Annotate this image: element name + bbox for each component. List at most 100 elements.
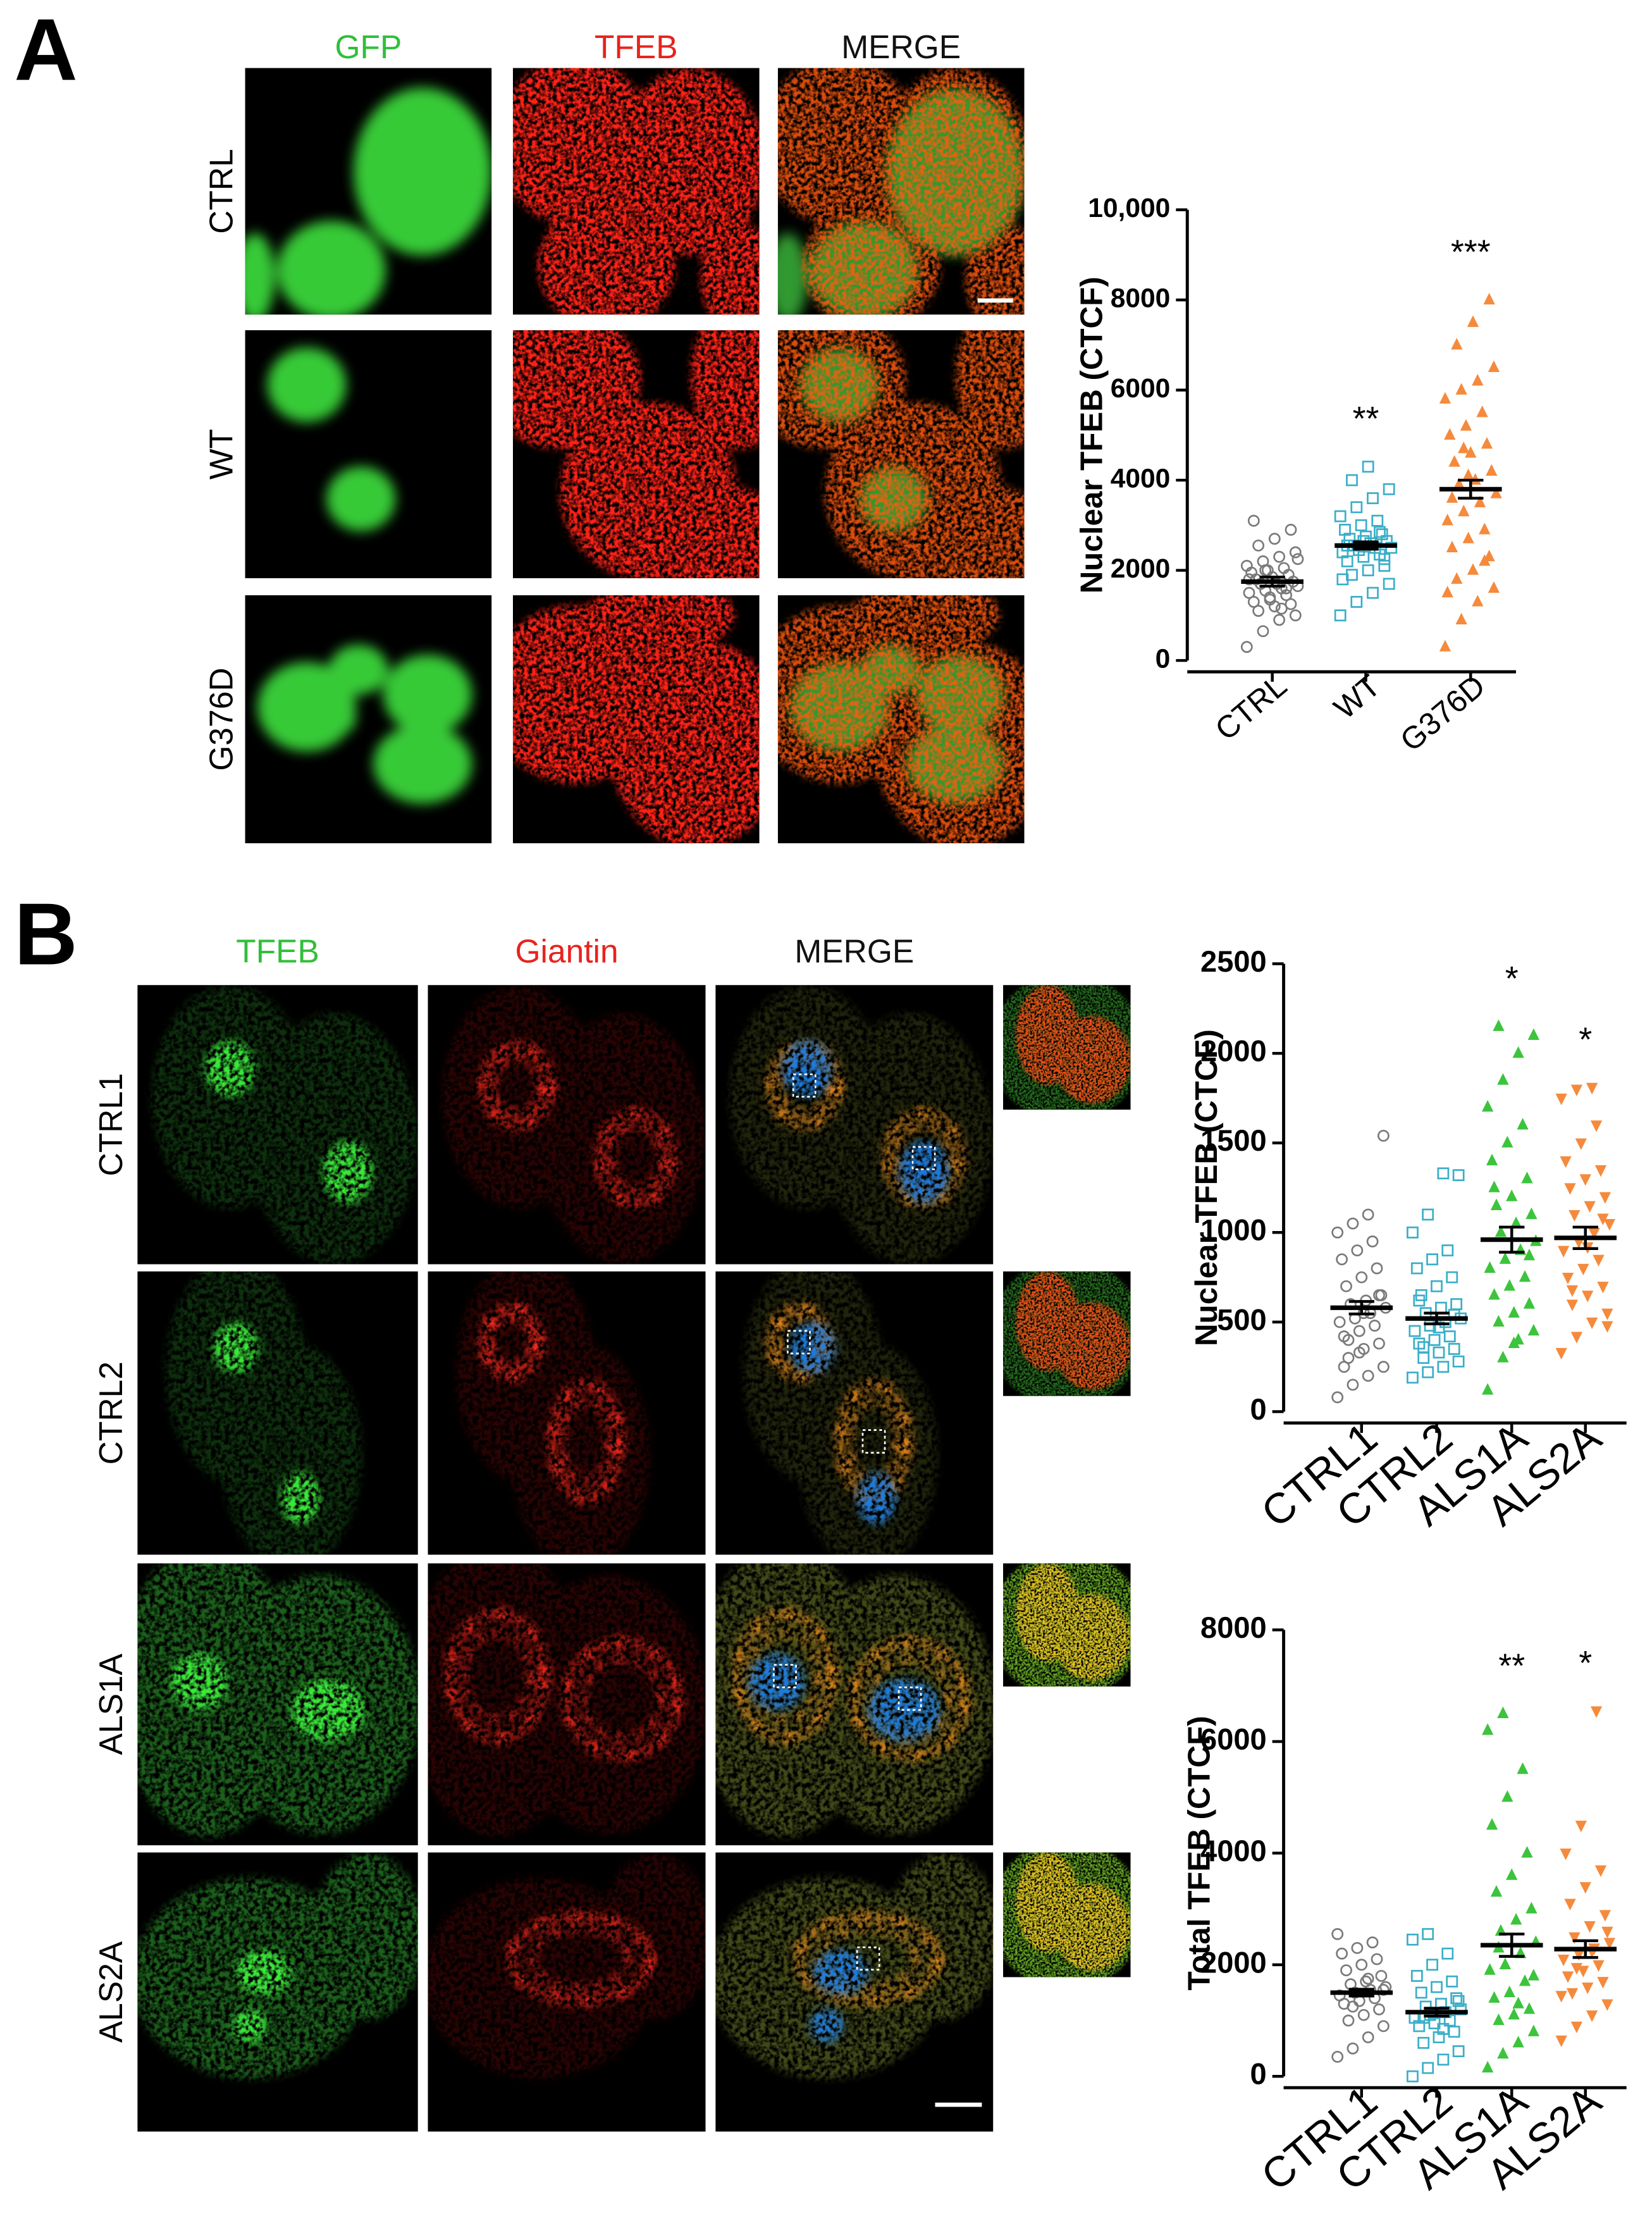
column-header: GFP [335, 28, 402, 65]
signal [1016, 985, 1131, 1104]
data-point [1451, 572, 1463, 584]
row-label: CTRL2 [92, 1361, 129, 1464]
signal-blob [511, 1342, 650, 1555]
data-point [1378, 560, 1391, 572]
signal-blob [955, 330, 1025, 450]
data-point [1506, 1189, 1518, 1201]
data-point [1448, 1342, 1460, 1355]
data-point [1410, 1970, 1423, 1982]
point-group [1331, 1928, 1392, 2063]
data-point [1455, 2003, 1467, 2015]
data-point [1378, 553, 1391, 566]
data-point [1519, 1974, 1531, 1986]
data-point [1599, 1192, 1612, 1204]
micrograph [1003, 1271, 1131, 1396]
data-point [1483, 550, 1495, 562]
data-point [1407, 2070, 1419, 2083]
data-point [1367, 492, 1379, 504]
signal-blob [799, 1342, 938, 1555]
data-point [1517, 1762, 1529, 1774]
data-point [1357, 2008, 1370, 2021]
data-point [1526, 1207, 1538, 1220]
data-point [1336, 573, 1349, 586]
data-point [1575, 1821, 1587, 1833]
signal-blob [873, 640, 1025, 844]
golgi-ring [561, 1637, 684, 1761]
signal-blob [221, 1342, 362, 1555]
data-point [1331, 1226, 1344, 1239]
golgi-ring [490, 1055, 544, 1117]
data-point [1490, 486, 1502, 498]
data-point [1493, 2013, 1505, 2026]
data-point [1484, 1261, 1496, 1273]
signal-blob [668, 486, 760, 579]
data-point [1594, 1165, 1607, 1177]
data-point [1383, 578, 1395, 590]
data-point [1446, 540, 1458, 553]
y-tick-label: 6000 [1111, 373, 1171, 404]
data-point [1601, 1321, 1613, 1333]
data-point [1417, 1341, 1430, 1353]
data-point [1355, 519, 1367, 531]
signal-blob [851, 595, 1000, 653]
data-point [1527, 1323, 1539, 1336]
column-header: TFEB [236, 932, 319, 969]
golgi-ring [793, 1910, 944, 2007]
data-point [1407, 1933, 1419, 1946]
data-point [1555, 1991, 1567, 2003]
signal-blob [790, 1322, 835, 1374]
data-point [1366, 1936, 1379, 1948]
data-point [1579, 1174, 1591, 1186]
data-point [1521, 1172, 1533, 1184]
data-point [1444, 428, 1456, 440]
data-point [1597, 1213, 1609, 1225]
micrograph [428, 1563, 706, 1846]
signal-blob [373, 724, 472, 804]
data-point [1347, 1217, 1359, 1230]
golgi [444, 1608, 684, 1761]
data-point [1508, 1306, 1520, 1318]
data-point [1252, 605, 1265, 617]
signal-blob [881, 68, 1025, 256]
data-point [1240, 560, 1253, 572]
data-point [1555, 2035, 1567, 2048]
signal-blob [280, 1472, 320, 1524]
data-point [1240, 641, 1253, 653]
data-point [1467, 563, 1479, 575]
micrograph [777, 595, 1025, 844]
signal [810, 1950, 868, 2043]
data-point [1593, 1254, 1605, 1266]
data-point [1490, 1885, 1503, 1897]
data-point [1360, 1975, 1372, 1988]
data-point [1415, 1986, 1427, 1999]
data-point [1347, 1378, 1359, 1391]
significance: * [1505, 960, 1519, 998]
data-point [1362, 1972, 1374, 1985]
significance: * [1579, 1020, 1592, 1058]
golgi-ring [444, 1608, 550, 1744]
golgi-ring [559, 1398, 613, 1485]
panel-label: A [14, 1, 77, 99]
data-point [1413, 1294, 1426, 1307]
data-point [1336, 1947, 1348, 1960]
data-point [1264, 593, 1276, 606]
data-point [1488, 1180, 1500, 1192]
data-point [1285, 524, 1297, 536]
data-point [1476, 405, 1488, 418]
golgi-ring [478, 1041, 556, 1130]
data-point [1409, 1325, 1421, 1337]
y-tick-label: 2000 [1111, 554, 1171, 584]
signal-blob [512, 68, 654, 226]
data-point [1338, 1361, 1350, 1373]
data-point [1367, 586, 1379, 599]
data-point [1497, 1073, 1509, 1085]
data-point [1443, 1330, 1456, 1342]
data-point [1273, 550, 1286, 563]
signal-blob [690, 330, 760, 450]
data-point [1577, 1263, 1589, 1276]
data-point [1526, 1902, 1538, 1914]
data-point [1560, 1848, 1572, 1860]
y-axis-label: Total TFEB (CTCF) [1182, 1716, 1217, 1990]
panel-label: B [14, 885, 77, 983]
